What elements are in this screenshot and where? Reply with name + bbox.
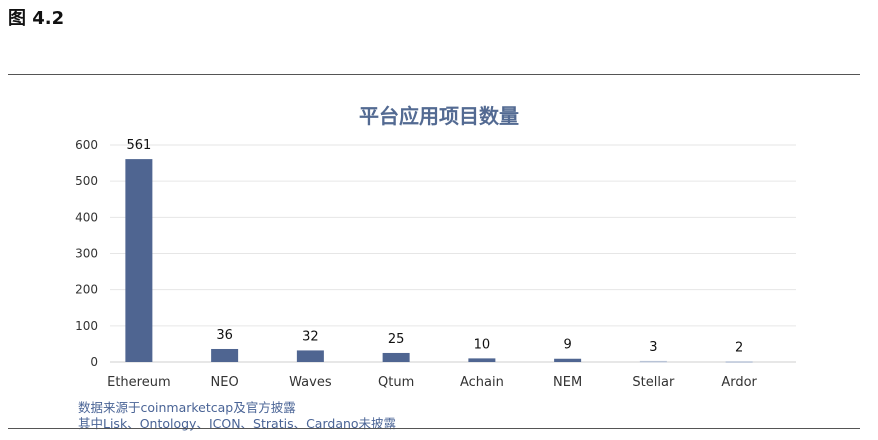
x-tick-label: Ardor	[721, 375, 757, 390]
y-tick-label: 600	[75, 138, 98, 152]
x-tick-label: Stellar	[632, 375, 675, 390]
chart-title: 平台应用项目数量	[359, 104, 519, 128]
x-tick-label: Waves	[289, 375, 332, 390]
bar	[725, 361, 753, 363]
undisclosed-note: 其中Lisk、Ontology、ICON、Stratis、Cardano未披露	[78, 416, 397, 431]
y-tick-label: 400	[75, 210, 98, 224]
data-label: 561	[126, 138, 151, 153]
data-label: 2	[735, 340, 743, 355]
bar	[639, 360, 667, 363]
data-label: 3	[649, 340, 657, 355]
top-divider	[8, 74, 860, 75]
bar	[296, 350, 324, 362]
source-note: 数据来源于coinmarketcap及官方披露	[78, 400, 296, 415]
y-tick-label: 100	[75, 319, 98, 333]
y-tick-label: 200	[75, 283, 98, 297]
figure-label: 图 4.2	[8, 8, 65, 29]
y-tick-label: 300	[75, 247, 98, 261]
data-label: 25	[388, 332, 405, 347]
bottom-divider	[8, 428, 860, 429]
data-label: 10	[474, 337, 491, 352]
y-tick-label: 0	[90, 355, 98, 369]
x-tick-label: Ethereum	[107, 375, 171, 390]
bar	[382, 352, 410, 362]
x-tick-label: Qtum	[378, 375, 414, 390]
data-label: 32	[302, 329, 319, 344]
bar	[554, 358, 582, 362]
data-label: 9	[563, 338, 571, 353]
x-tick-label: NEO	[211, 375, 239, 390]
x-tick-label: NEM	[553, 375, 582, 390]
y-tick-label: 500	[75, 174, 98, 188]
bar	[468, 358, 496, 362]
x-tick-label: Achain	[460, 375, 504, 390]
bar	[211, 348, 239, 362]
bar	[125, 159, 153, 362]
data-label: 36	[216, 328, 233, 343]
